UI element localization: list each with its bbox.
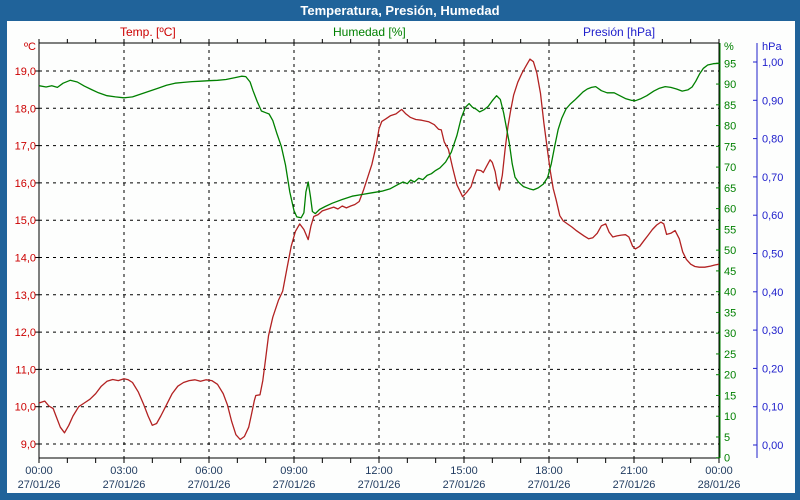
pressure-tick-label: 0,80	[762, 134, 783, 146]
x-date-label: 27/01/26	[358, 479, 401, 491]
x-date-label: 27/01/26	[613, 479, 656, 491]
temp-tick-label: 14,0	[15, 253, 36, 265]
temp-tick-label: 16,0	[15, 178, 36, 190]
humidity-tick-label: 75	[724, 141, 736, 153]
x-time-label: 15:00	[450, 465, 478, 477]
temp-tick-label: 9,0	[21, 439, 36, 451]
legend-item-1: Temp. [ºC]	[120, 25, 176, 39]
x-date-label: 27/01/26	[528, 479, 571, 491]
x-date-label: 27/01/26	[443, 479, 486, 491]
legend-item-2: Humedad [%]	[333, 25, 406, 39]
pressure-tick-label: 0,30	[762, 325, 783, 337]
x-time-label: 03:00	[110, 465, 138, 477]
pressure-tick-label: 0,90	[762, 95, 783, 107]
temp-axis-header: ºC	[24, 41, 36, 53]
x-time-label: 21:00	[620, 465, 648, 477]
temperature-curve	[38, 58, 720, 441]
x-date-label: 27/01/26	[188, 479, 231, 491]
pressure-tick-label: 0,20	[762, 363, 783, 375]
x-date-label: 27/01/26	[273, 479, 316, 491]
humidity-tick-label: 90	[724, 79, 736, 91]
pressure-axis-header: hPa	[762, 41, 782, 53]
x-time-label: 00:00	[705, 465, 733, 477]
humidity-curve	[38, 62, 720, 219]
temp-tick-label: 18,0	[15, 103, 36, 115]
title-bar: Temperatura, Presión, Humedad	[0, 0, 800, 21]
humidity-tick-label: 45	[724, 266, 736, 278]
curves	[38, 58, 720, 441]
pressure-tick-label: 0,40	[762, 287, 783, 299]
axis-labels: 19,0 18,0 17,0 16,0 15,0 14,0 13,0 12,0 11,0 10,0…	[15, 41, 784, 491]
humidity-tick-label: 50	[724, 245, 736, 257]
temp-tick-label: 15,0	[15, 215, 36, 227]
humidity-axis-header: %	[724, 41, 734, 53]
temp-tick-label: 10,0	[15, 402, 36, 414]
humidity-tick-label: 80	[724, 121, 736, 133]
x-date-label: 27/01/26	[103, 479, 146, 491]
pressure-tick-label: 0,50	[762, 249, 783, 261]
gridlines	[39, 43, 719, 458]
pressure-tick-label: 0,00	[762, 440, 783, 452]
pressure-tick-label: 0,60	[762, 210, 783, 222]
humidity-tick-label: 95	[724, 58, 736, 70]
x-time-label: 00:00	[25, 465, 53, 477]
pressure-tick-label: 1,00	[762, 57, 783, 69]
temp-tick-label: 11,0	[15, 364, 36, 376]
x-time-label: 18:00	[535, 465, 563, 477]
humidity-tick-label: 5	[724, 432, 730, 444]
temp-tick-label: 17,0	[15, 141, 36, 153]
x-time-label: 06:00	[195, 465, 223, 477]
humidity-tick-label: 15	[724, 390, 736, 402]
x-date-label: 28/01/26	[698, 479, 741, 491]
temp-tick-label: 13,0	[15, 290, 36, 302]
temp-tick-label: 19,0	[15, 66, 36, 78]
humidity-tick-label: 10	[724, 411, 736, 423]
chart-title: Temperatura, Presión, Humedad	[300, 3, 500, 18]
pressure-tick-label: 0,10	[762, 402, 783, 414]
humidity-tick-label: 30	[724, 328, 736, 340]
humidity-tick-label: 85	[724, 100, 736, 112]
humidity-tick-label: 55	[724, 224, 736, 236]
humidity-tick-label: 35	[724, 307, 736, 319]
humidity-tick-label: 40	[724, 287, 736, 299]
humidity-tick-label: 25	[724, 349, 736, 361]
legend-item-3: Presión [hPa]	[583, 25, 656, 39]
chart-legend: Temp. [ºC] Humedad [%] Presión [hPa]	[0, 25, 800, 40]
humidity-tick-label: 20	[724, 370, 736, 382]
x-date-label: 27/01/26	[18, 479, 61, 491]
humidity-tick-label: 60	[724, 204, 736, 216]
x-time-label: 09:00	[280, 465, 308, 477]
humidity-tick-label: 70	[724, 162, 736, 174]
humidity-tick-label: 65	[724, 183, 736, 195]
x-time-label: 12:00	[365, 465, 393, 477]
temp-tick-label: 12,0	[15, 327, 36, 339]
humidity-tick-label: 0	[724, 453, 730, 465]
pressure-tick-label: 0,70	[762, 172, 783, 184]
axes	[35, 39, 758, 463]
